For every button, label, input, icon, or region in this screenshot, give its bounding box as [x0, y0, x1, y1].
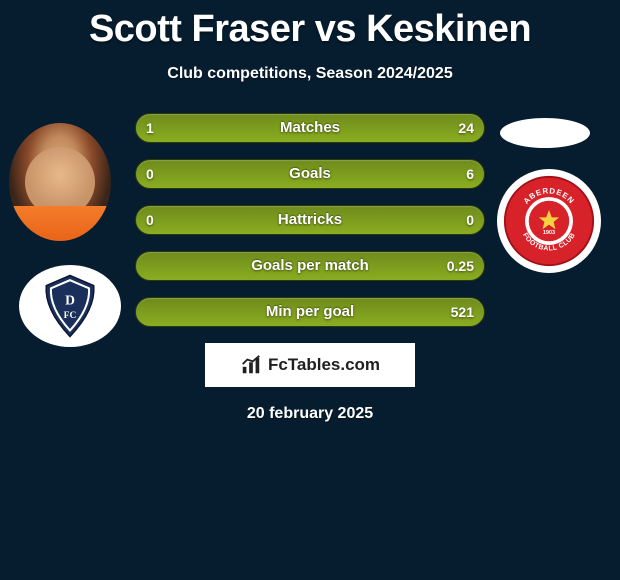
stat-row: 0 Goals 6	[135, 159, 485, 189]
dundee-badge-icon: D FC	[36, 272, 104, 340]
chart-icon	[240, 354, 262, 376]
logo-text: FcTables.com	[268, 355, 380, 375]
stat-label: Min per goal	[136, 298, 484, 326]
player1-club-badge: D FC	[19, 265, 121, 347]
stat-row: Goals per match 0.25	[135, 251, 485, 281]
svg-text:FC: FC	[64, 311, 77, 321]
fctables-logo: FcTables.com	[205, 343, 415, 387]
stat-row: Min per goal 521	[135, 297, 485, 327]
stat-label: Hattricks	[136, 206, 484, 234]
svg-text:1903: 1903	[543, 230, 555, 236]
report-date: 20 february 2025	[0, 405, 620, 423]
stat-label: Goals per match	[136, 252, 484, 280]
stat-right-value: 0.25	[447, 252, 474, 280]
season-subtitle: Club competitions, Season 2024/2025	[0, 65, 620, 83]
player2-club-badge: ABERDEEN FOOTBALL CLUB 1903	[497, 169, 601, 273]
stat-right-value: 24	[458, 114, 474, 142]
stat-label: Matches	[136, 114, 484, 142]
comparison-panel: D FC ABERDEEN FOOTBALL CLUB 1903 1 Match…	[0, 113, 620, 423]
svg-text:D: D	[65, 293, 75, 308]
stat-right-value: 521	[451, 298, 474, 326]
stat-row: 0 Hattricks 0	[135, 205, 485, 235]
page-title: Scott Fraser vs Keskinen	[0, 0, 620, 51]
stat-row: 1 Matches 24	[135, 113, 485, 143]
player2-avatar	[500, 118, 590, 148]
aberdeen-badge-icon: ABERDEEN FOOTBALL CLUB 1903	[503, 175, 595, 267]
player1-avatar	[9, 123, 111, 241]
stat-right-value: 6	[466, 160, 474, 188]
stat-right-value: 0	[466, 206, 474, 234]
stat-label: Goals	[136, 160, 484, 188]
stat-bars: 1 Matches 24 0 Goals 6 0 Hattricks 0 Goa…	[135, 113, 485, 327]
